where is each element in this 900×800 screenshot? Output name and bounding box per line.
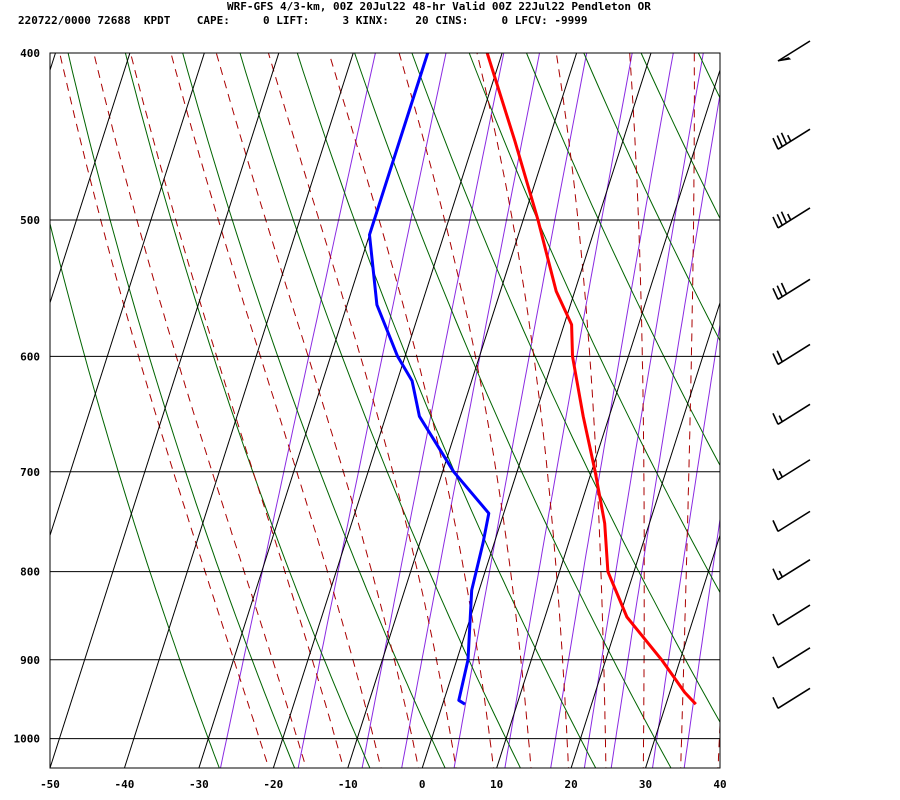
x-tick-label: -30 — [189, 778, 209, 791]
tick-labels: 400 500 600 700 800 900 1000 -50 -40 -30 -20 -10 0 10… — [14, 47, 727, 791]
dry-adiabat-line — [124, 53, 371, 768]
x-tick-label: -10 — [338, 778, 358, 791]
dry-adiabat-line — [697, 53, 720, 100]
y-tick-label: 800 — [20, 566, 40, 579]
y-tick-label: 400 — [20, 47, 40, 60]
moist-adiabat-line — [267, 53, 457, 768]
wind-barb — [777, 40, 811, 62]
dry-adiabat-line — [526, 53, 720, 467]
mixing-ratio-line — [219, 53, 376, 768]
isotherm-line — [719, 766, 720, 768]
x-tick-label: 40 — [713, 778, 726, 791]
dry-adiabat-line — [640, 53, 720, 220]
moist-adiabat-line — [555, 53, 607, 768]
isotherm-line — [50, 53, 205, 538]
grid-layer — [50, 53, 900, 775]
x-tick-label: -40 — [115, 778, 135, 791]
wind-barb — [772, 687, 811, 709]
isotherm-line — [50, 53, 131, 305]
station-stats-line: 220722/0000 72688 KPDT CAPE: 0 LIFT: 3 K… — [18, 14, 588, 27]
isotherm-line — [421, 53, 652, 768]
x-tick-label: -50 — [40, 778, 60, 791]
wind-barb — [772, 207, 811, 229]
wind-barb — [772, 510, 811, 533]
wind-barb — [772, 604, 811, 626]
isotherm-line — [347, 53, 578, 768]
dry-adiabat-line — [296, 53, 597, 768]
isotherm-line — [645, 533, 720, 768]
temperature-trace — [485, 53, 697, 706]
y-tick-label: 1000 — [14, 733, 41, 746]
moist-adiabat-line — [130, 53, 345, 768]
mixing-ratio-line — [453, 53, 588, 768]
x-tick-label: 10 — [490, 778, 503, 791]
wind-barb — [772, 558, 811, 581]
mixing-ratio-line — [297, 53, 447, 768]
moist-adiabat-line — [59, 53, 270, 768]
dry-adiabat-line — [67, 53, 296, 768]
dewpoint-trace — [368, 53, 491, 706]
isotherm-line — [272, 53, 503, 768]
y-tick-label: 900 — [20, 654, 40, 667]
wind-barb — [772, 278, 811, 300]
mixing-ratio-line — [610, 91, 720, 768]
dry-adiabat-line — [468, 53, 720, 594]
mixing-ratio-line — [550, 53, 674, 768]
mixing-ratio-line — [401, 53, 540, 768]
wind-barb — [772, 403, 811, 425]
plot-frame — [49, 52, 721, 769]
dry-adiabat-line — [239, 53, 521, 768]
moist-adiabat-line — [215, 53, 420, 768]
dry-adiabat-line — [182, 53, 446, 768]
moist-adiabat-line — [398, 53, 532, 768]
moist-adiabat-line — [476, 53, 570, 768]
wind-barb — [772, 647, 811, 669]
y-tick-label: 700 — [20, 466, 40, 479]
moist-adiabat-line — [717, 713, 720, 768]
x-tick-label: 20 — [564, 778, 577, 791]
dry-adiabat-line — [870, 53, 900, 775]
x-tick-label: 0 — [419, 778, 426, 791]
wind-barb — [772, 128, 811, 150]
mixing-ratio-line — [651, 321, 720, 768]
y-tick-label: 600 — [20, 350, 40, 363]
x-tick-label: 30 — [639, 778, 652, 791]
series-layer — [368, 53, 697, 706]
wind-barb-column — [772, 40, 811, 709]
isotherm-line — [570, 301, 720, 768]
x-tick-label: -20 — [263, 778, 283, 791]
dry-adiabat-line — [411, 53, 720, 724]
y-tick-label: 500 — [20, 214, 40, 227]
dry-adiabat-line — [813, 53, 900, 775]
wind-barb — [772, 459, 811, 481]
dry-adiabat-line — [50, 221, 220, 768]
chart-title: WRF-GFS 4/3-km, 00Z 20Jul22 48-hr Valid … — [227, 0, 651, 13]
mixing-ratio-line — [504, 53, 633, 768]
moist-adiabat-line — [93, 53, 307, 768]
isotherm-line — [50, 53, 280, 768]
mixing-ratio-line — [361, 53, 505, 768]
moist-adiabat-line — [328, 53, 495, 768]
mixing-ratio-line — [683, 515, 720, 768]
dry-adiabat-line — [354, 53, 672, 768]
dry-adiabat-line — [583, 53, 720, 342]
moist-adiabat-line — [170, 53, 382, 768]
isotherm-line — [123, 53, 354, 768]
mixing-ratio-line — [583, 53, 704, 768]
wind-barb — [772, 343, 811, 366]
isotherm-line — [496, 68, 720, 768]
